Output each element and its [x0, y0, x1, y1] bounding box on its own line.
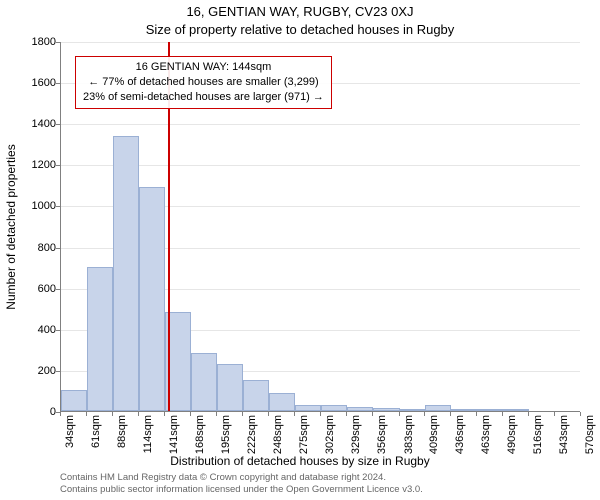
annotation-line: ← 77% of detached houses are smaller (3,… — [83, 75, 324, 90]
x-tick-label: 168sqm — [194, 415, 206, 459]
y-tick-label: 800 — [16, 242, 56, 254]
annotation-box: 16 GENTIAN WAY: 144sqm← 77% of detached … — [75, 56, 332, 109]
x-tick-mark — [554, 412, 555, 416]
x-tick-mark — [320, 412, 321, 416]
y-tick-label: 400 — [16, 324, 56, 336]
histogram-bar — [347, 41, 373, 411]
histogram-bar — [373, 41, 399, 411]
histogram-bar — [503, 41, 528, 411]
y-tick-label: 1200 — [16, 159, 56, 171]
x-tick-mark — [216, 412, 217, 416]
footer-copyright-1: Contains HM Land Registry data © Crown c… — [60, 472, 386, 483]
x-tick-label: 34sqm — [64, 415, 76, 459]
x-tick-mark — [580, 412, 581, 416]
y-tick-label: 200 — [16, 365, 56, 377]
x-tick-label: 88sqm — [116, 415, 128, 459]
y-tick-label: 0 — [16, 406, 56, 418]
x-tick-label: 61sqm — [90, 415, 102, 459]
x-tick-mark — [112, 412, 113, 416]
y-tick-mark — [56, 248, 60, 249]
x-tick-label: 516sqm — [532, 415, 544, 459]
histogram-bar — [477, 41, 503, 411]
histogram-bar — [451, 41, 477, 411]
x-tick-mark — [476, 412, 477, 416]
x-tick-mark — [190, 412, 191, 416]
x-tick-mark — [528, 412, 529, 416]
x-axis-label: Distribution of detached houses by size … — [0, 454, 600, 468]
y-tick-mark — [56, 206, 60, 207]
annotation-line: 23% of semi-detached houses are larger (… — [83, 90, 324, 105]
histogram-bar — [425, 41, 451, 411]
y-tick-label: 1400 — [16, 118, 56, 130]
x-tick-label: 302sqm — [324, 415, 336, 459]
x-tick-mark — [164, 412, 165, 416]
x-tick-label: 543sqm — [558, 415, 570, 459]
chart-subtitle: Size of property relative to detached ho… — [0, 22, 600, 37]
x-tick-mark — [399, 412, 400, 416]
x-tick-label: 436sqm — [454, 415, 466, 459]
x-tick-mark — [372, 412, 373, 416]
y-tick-mark — [56, 371, 60, 372]
x-tick-mark — [346, 412, 347, 416]
x-tick-mark — [60, 412, 61, 416]
x-tick-label: 463sqm — [480, 415, 492, 459]
y-tick-mark — [56, 83, 60, 84]
y-tick-label: 600 — [16, 283, 56, 295]
x-tick-label: 195sqm — [220, 415, 232, 459]
y-tick-mark — [56, 330, 60, 331]
x-tick-mark — [268, 412, 269, 416]
annotation-line: 16 GENTIAN WAY: 144sqm — [83, 60, 324, 75]
histogram-bar — [400, 41, 425, 411]
x-tick-label: 248sqm — [272, 415, 284, 459]
x-tick-mark — [138, 412, 139, 416]
y-axis-label-wrap: Number of detached properties — [4, 42, 18, 412]
x-tick-mark — [86, 412, 87, 416]
x-tick-mark — [294, 412, 295, 416]
x-tick-mark — [424, 412, 425, 416]
y-tick-mark — [56, 124, 60, 125]
footer-copyright-2: Contains public sector information licen… — [60, 484, 423, 495]
x-tick-label: 275sqm — [298, 415, 310, 459]
x-tick-label: 222sqm — [246, 415, 258, 459]
y-tick-mark — [56, 165, 60, 166]
y-tick-label: 1600 — [16, 77, 56, 89]
x-tick-mark — [242, 412, 243, 416]
x-tick-mark — [450, 412, 451, 416]
page-title: 16, GENTIAN WAY, RUGBY, CV23 0XJ — [0, 4, 600, 19]
x-tick-label: 490sqm — [506, 415, 518, 459]
x-tick-label: 114sqm — [142, 415, 154, 459]
x-tick-label: 329sqm — [350, 415, 362, 459]
x-tick-mark — [502, 412, 503, 416]
chart-container: 16, GENTIAN WAY, RUGBY, CV23 0XJ Size of… — [0, 0, 600, 500]
x-tick-label: 383sqm — [403, 415, 415, 459]
y-tick-label: 1800 — [16, 36, 56, 48]
y-tick-mark — [56, 42, 60, 43]
x-tick-label: 141sqm — [168, 415, 180, 459]
x-tick-label: 409sqm — [428, 415, 440, 459]
y-tick-label: 1000 — [16, 200, 56, 212]
x-tick-label: 570sqm — [584, 415, 596, 459]
y-tick-mark — [56, 289, 60, 290]
x-tick-label: 356sqm — [376, 415, 388, 459]
